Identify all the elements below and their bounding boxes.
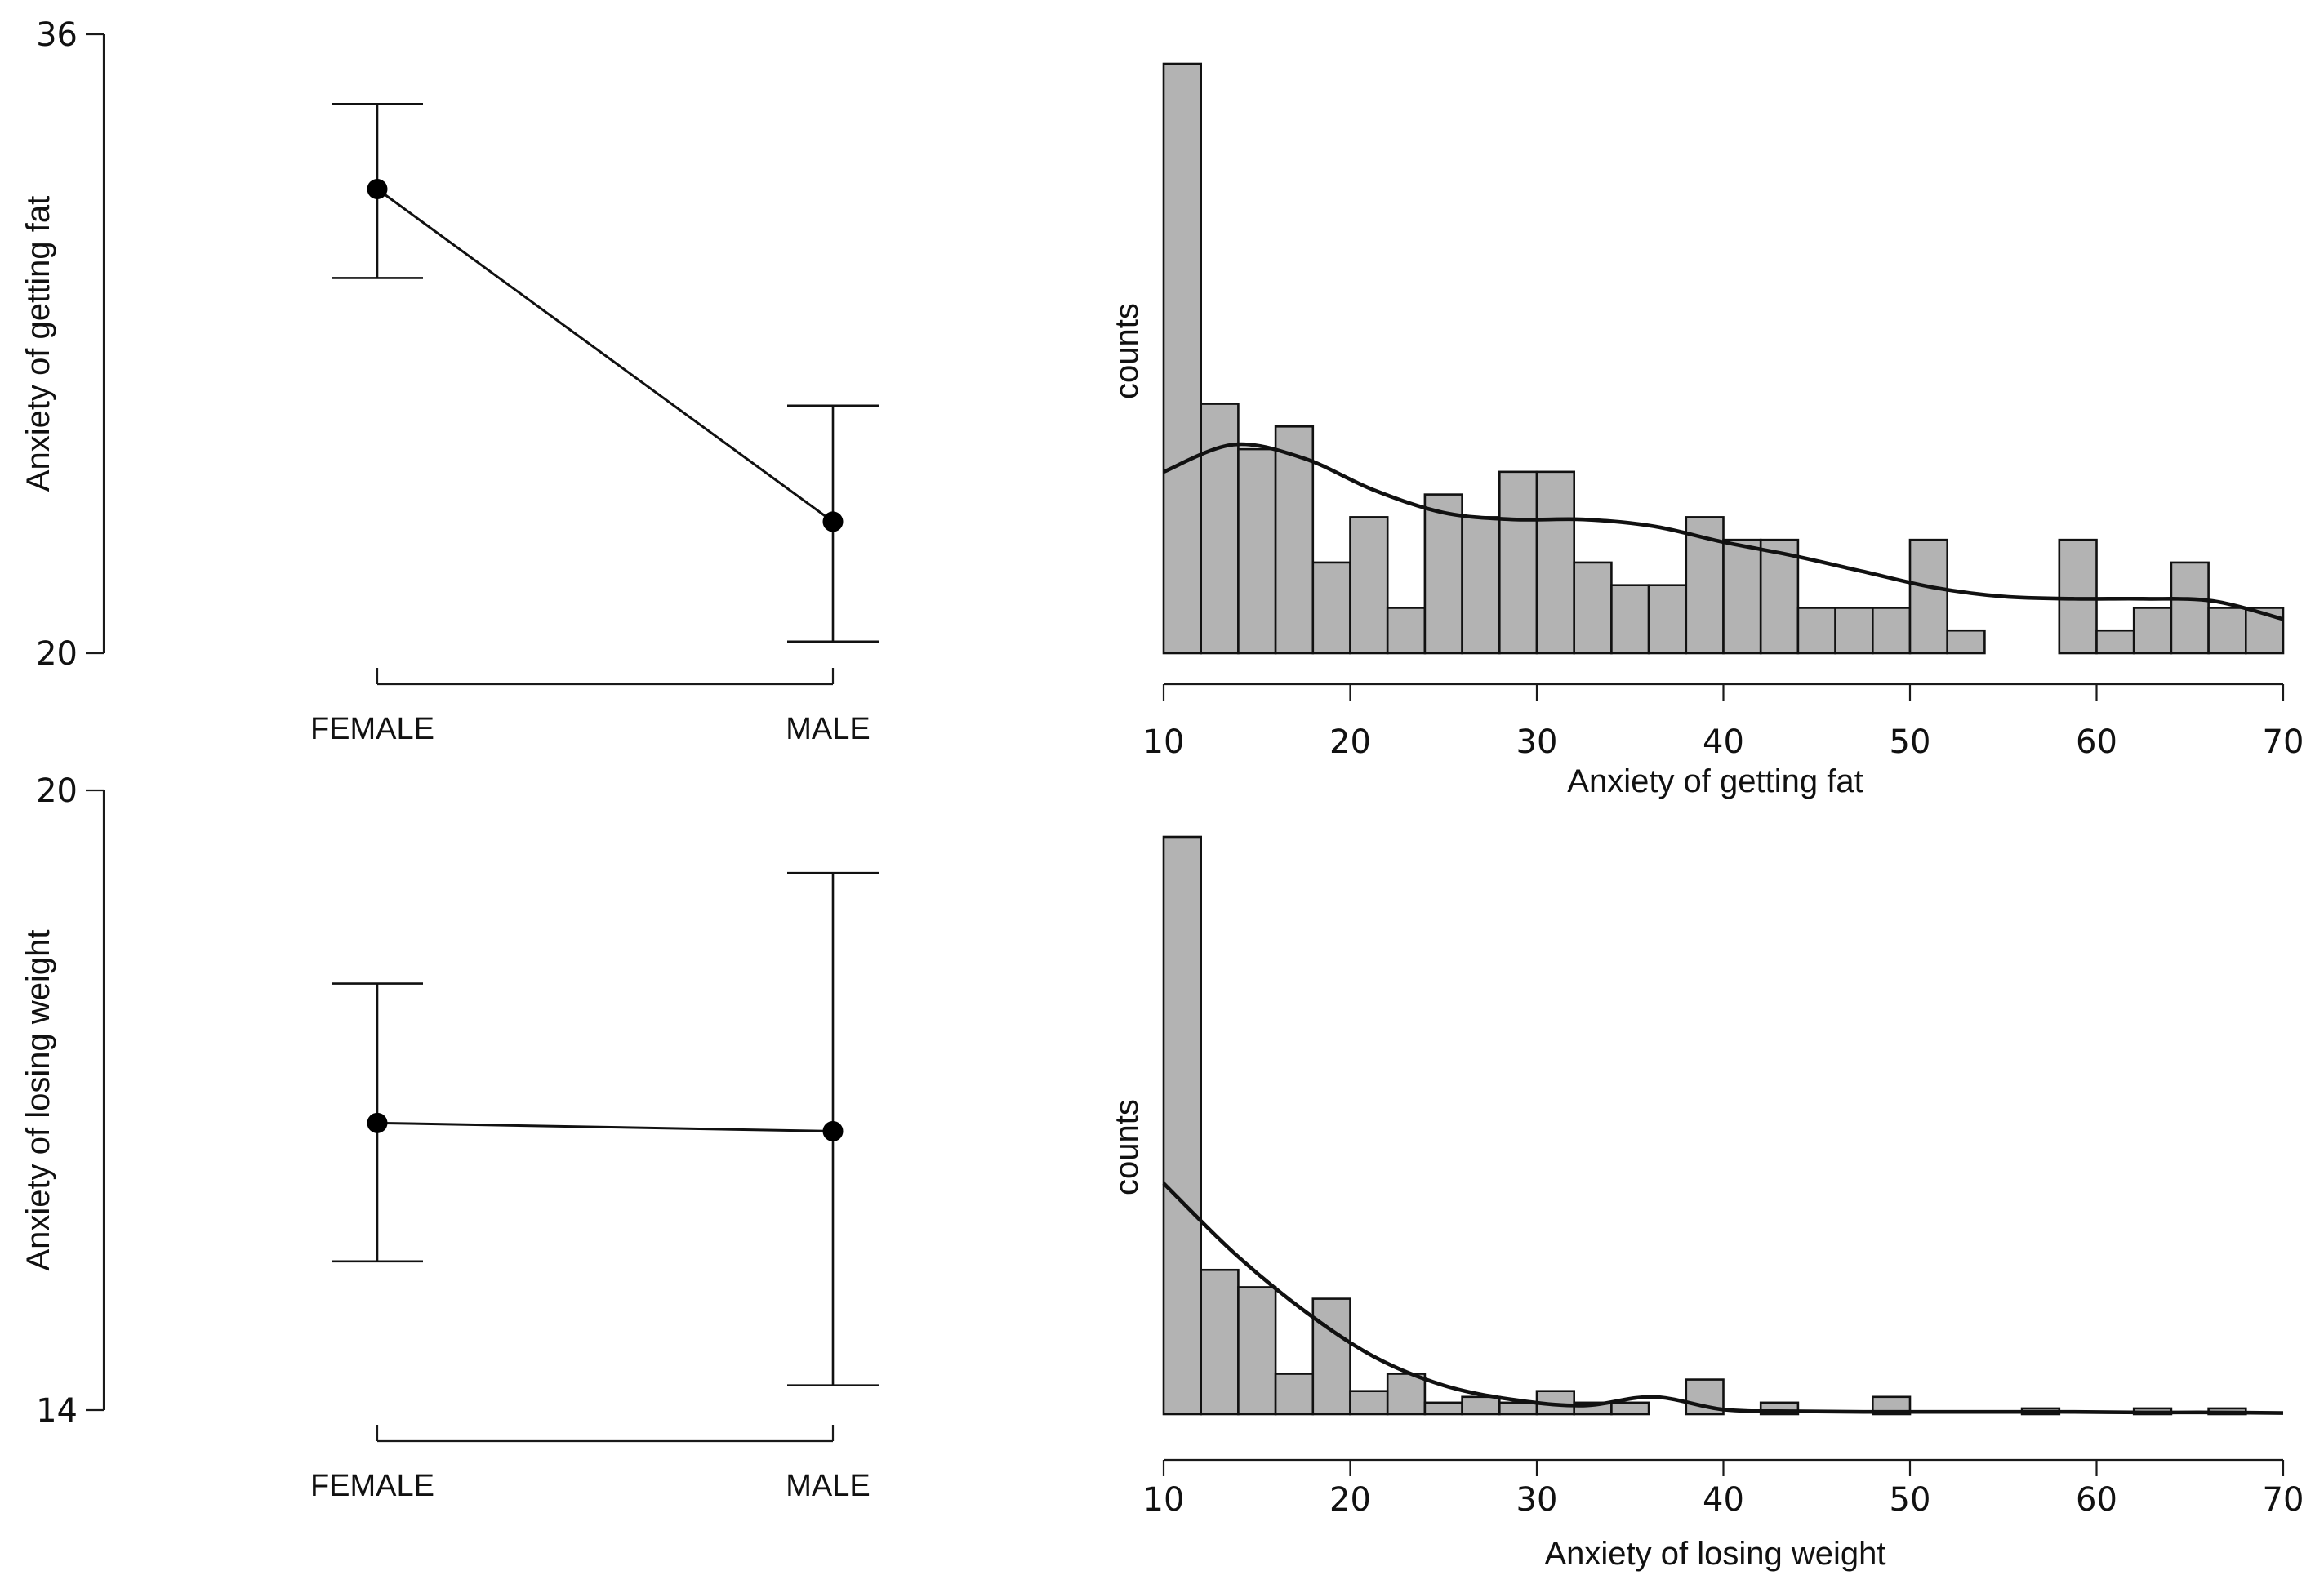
x-tick-label: 30 [1516, 723, 1558, 761]
histogram-bar [1610, 1401, 1650, 1416]
histogram-bar [1386, 1373, 1427, 1416]
density-curve [1163, 442, 2284, 621]
histogram-bar [2095, 629, 2135, 655]
histogram-bar [1162, 835, 1203, 1416]
histogram-bar [1200, 1268, 1240, 1416]
y-tick-label: 36 [36, 16, 78, 54]
histogram-bar [1647, 584, 1688, 655]
x-tick-label: 20 [1329, 723, 1371, 761]
histogram-bar [2132, 607, 2173, 655]
histogram-bar [1722, 538, 1762, 655]
y-tick-label: 14 [36, 1392, 78, 1430]
histogram-bar [1349, 516, 1389, 655]
mean-connector-line [376, 1121, 834, 1132]
x-tick-label: 20 [1329, 1481, 1371, 1519]
x-category-label: FEMALE [310, 1469, 434, 1503]
histogram-bar [1872, 607, 1912, 655]
x-tick-label: 10 [1143, 1481, 1185, 1519]
histogram-bar [1498, 470, 1538, 655]
histogram-bar [1274, 425, 1315, 655]
x-tick-label: 30 [1516, 1481, 1558, 1519]
histogram-bar [1162, 62, 1203, 655]
y-tick-label: 20 [36, 772, 78, 810]
x-category-label: MALE [786, 1469, 870, 1503]
histogram-getting-fat: 10 20 30 40 50 60 70 Anxiety of getting fat coun… [1109, 62, 2304, 799]
histogram-bar [2170, 561, 2210, 655]
histogram-bar [1274, 1373, 1315, 1416]
x-tick-label: 40 [1703, 723, 1744, 761]
x-tick-label: 50 [1890, 723, 1931, 761]
y-axis-title: counts [1109, 303, 1145, 399]
mean-point [822, 1120, 844, 1141]
histogram-bar [1423, 493, 1463, 655]
density-curve [1162, 1181, 2284, 1415]
histogram-bar [2058, 538, 2098, 655]
histogram-bar [1573, 561, 1613, 655]
x-tick-label: 70 [2263, 723, 2304, 761]
x-tick-label: 40 [1703, 1481, 1744, 1519]
x-tick-label: 60 [2076, 723, 2117, 761]
y-axis-title: Anxiety of getting fat [20, 196, 56, 492]
histogram-bar [1200, 403, 1240, 655]
histogram-bar [1908, 538, 1949, 655]
histogram-bar [1759, 538, 1800, 655]
descriptives-plot-losing-weight: 20 14 Anxiety of losing weight FEMALE MALE [20, 772, 879, 1503]
descriptives-plot-getting-fat: 36 20 Anxiety of getting fat FEMALE MALE [20, 16, 879, 746]
mean-point [367, 1112, 388, 1133]
histogram-bar [1834, 607, 1874, 655]
histogram-bar [1386, 607, 1427, 655]
histogram-bar [1349, 1390, 1389, 1416]
y-tick-label: 20 [36, 635, 78, 673]
histogram-bar [1872, 1395, 1912, 1416]
x-axis-title: Anxiety of losing weight [1544, 1536, 1885, 1572]
x-tick-label: 50 [1890, 1481, 1931, 1519]
histogram-bar [1237, 447, 1277, 655]
histogram-bar [1498, 1401, 1538, 1416]
mean-connector-line [376, 188, 834, 523]
histogram-bar [1946, 629, 1986, 655]
x-tick-label: 60 [2076, 1481, 2117, 1519]
histogram-bar [1423, 1401, 1463, 1416]
y-axis-title: counts [1109, 1099, 1145, 1195]
y-axis-title: Anxiety of losing weight [20, 929, 56, 1270]
histogram-losing-weight: 10 20 30 40 50 60 70 Anxiety of losing weight co… [1109, 835, 2304, 1572]
histogram-bar [1311, 561, 1351, 655]
x-category-label: FEMALE [310, 712, 434, 746]
mean-point [367, 179, 388, 199]
x-tick-label: 10 [1143, 723, 1185, 761]
histogram-bar [1237, 1286, 1277, 1416]
histogram-bar [1461, 516, 1501, 655]
histogram-bar [1535, 470, 1576, 655]
mean-point [822, 511, 844, 532]
x-axis-title: Anxiety of getting fat [1567, 763, 1863, 799]
histogram-bar [1311, 1297, 1351, 1416]
histogram-bar [1796, 607, 1836, 655]
x-tick-label: 70 [2263, 1481, 2304, 1519]
histogram-bar [1461, 1395, 1501, 1416]
histogram-bar [2207, 607, 2247, 655]
histogram-bar [1610, 584, 1650, 655]
x-category-label: MALE [786, 712, 870, 746]
